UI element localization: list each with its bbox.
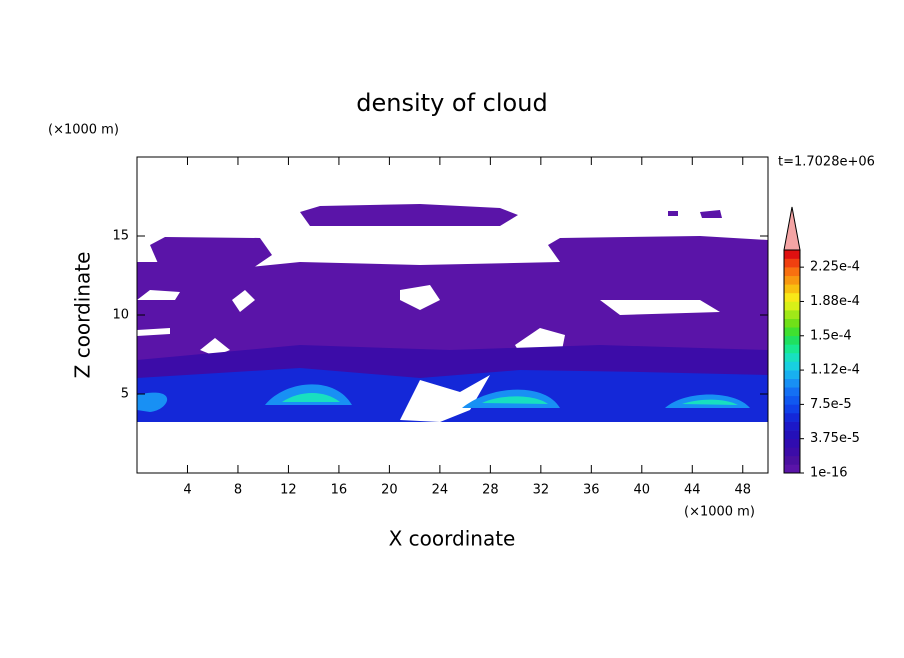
y-tick-label: 5 bbox=[121, 387, 129, 402]
cloud-region bbox=[300, 204, 518, 226]
colorbar-band bbox=[784, 292, 800, 302]
colorbar: 1e-16 3.75e-5 7.5e-5 1.12e-4 1.5e-4 1.88e-4 2.… bbox=[783, 206, 860, 481]
time-label: t=1.7028e+06 bbox=[778, 155, 875, 170]
cloud-region bbox=[150, 237, 272, 270]
chart-title: density of cloud bbox=[356, 89, 547, 117]
cloud-gap bbox=[400, 375, 490, 422]
x-tick-label: 20 bbox=[381, 483, 398, 498]
clear-region bbox=[137, 422, 768, 473]
cloud-gap bbox=[137, 290, 180, 336]
colorbar-band bbox=[784, 455, 800, 465]
x-tick-label: 16 bbox=[331, 483, 348, 498]
colorbar-band bbox=[784, 378, 800, 388]
colorbar-band bbox=[784, 301, 800, 311]
colorbar-band bbox=[784, 310, 800, 319]
x-tick-label: 36 bbox=[583, 483, 600, 498]
colorbar-band bbox=[784, 275, 800, 285]
y-axis-label: Z coordinate bbox=[71, 252, 95, 379]
colorbar-band bbox=[784, 344, 800, 354]
colorbar-tick-label: 1.5e-4 bbox=[810, 328, 852, 343]
colorbar-frame bbox=[783, 249, 801, 474]
y-tick-label: 10 bbox=[112, 308, 129, 323]
cloud-core bbox=[137, 384, 750, 412]
colorbar-tick-label: 1.88e-4 bbox=[810, 294, 860, 309]
colorbar-band bbox=[784, 370, 800, 379]
colorbar-band bbox=[784, 318, 800, 328]
colorbar-tick-label: 3.75e-5 bbox=[810, 431, 860, 446]
x-axis-label: X coordinate bbox=[389, 527, 516, 551]
colorbar-band bbox=[784, 284, 800, 294]
x-tick-label: 28 bbox=[482, 483, 499, 498]
colorbar-tick-label: 2.25e-4 bbox=[810, 260, 860, 275]
colorbar-band bbox=[784, 387, 800, 397]
x-tick-label: 32 bbox=[533, 483, 550, 498]
colorbar-band bbox=[784, 335, 800, 345]
x-tick-label: 48 bbox=[734, 483, 751, 498]
colorbar-band bbox=[784, 361, 800, 371]
colorbar-band bbox=[784, 395, 800, 405]
colorbar-band bbox=[784, 464, 800, 474]
colorbar-band bbox=[784, 430, 800, 439]
colorbar-band bbox=[784, 438, 800, 448]
x-tick-label: 40 bbox=[634, 483, 651, 498]
colorbar-band bbox=[784, 267, 800, 277]
colorbar-band bbox=[784, 447, 800, 457]
x-tick-label: 8 bbox=[234, 483, 242, 498]
y-unit: (×1000 m) bbox=[48, 123, 119, 138]
cloud-gap bbox=[200, 290, 255, 356]
colorbar-band bbox=[784, 352, 800, 362]
colorbar-band bbox=[784, 412, 800, 422]
colorbar-band bbox=[784, 258, 800, 268]
colorbar-tick-label: 7.5e-5 bbox=[810, 397, 852, 412]
colorbar-tick-label: 1e-16 bbox=[810, 466, 848, 481]
x-tick-label: 12 bbox=[280, 483, 297, 498]
x-tick-label: 44 bbox=[684, 483, 701, 498]
cloud-core bbox=[282, 393, 738, 405]
colorbar-band bbox=[784, 421, 800, 431]
cloud-region bbox=[668, 210, 722, 218]
contour-field bbox=[137, 204, 768, 473]
cloud-region bbox=[548, 236, 768, 262]
y-tick-label: 15 bbox=[112, 229, 129, 244]
colorbar-tick-label: 1.12e-4 bbox=[810, 363, 860, 378]
colorbar-band bbox=[784, 250, 800, 259]
colorbar-band bbox=[784, 327, 800, 337]
colorbar-band bbox=[784, 404, 800, 414]
x-unit: (×1000 m) bbox=[684, 505, 755, 520]
x-tick-label: 4 bbox=[183, 483, 191, 498]
cloud-gap bbox=[400, 285, 720, 315]
x-tick-label: 24 bbox=[432, 483, 449, 498]
